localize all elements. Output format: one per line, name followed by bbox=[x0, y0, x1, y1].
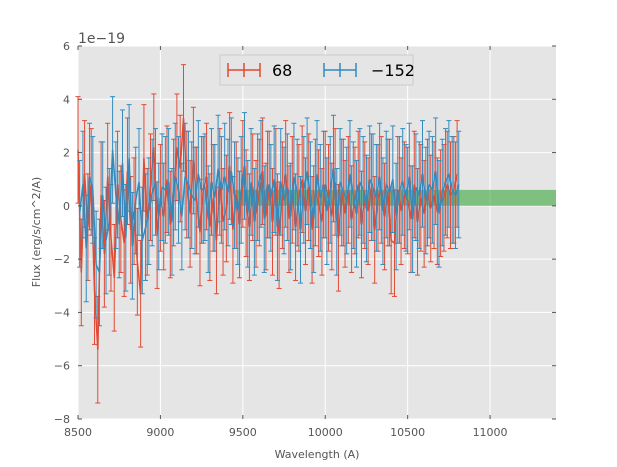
y-offset-label: 1e−19 bbox=[78, 31, 125, 47]
x-tick-label-3: 10000 bbox=[308, 426, 343, 439]
legend-label-0: 68 bbox=[272, 61, 292, 80]
x-tick-label-0: 8500 bbox=[64, 426, 92, 439]
x-axis-ticks: 8500 9000 9500 10000 10500 11000 bbox=[64, 46, 508, 439]
legend-label-1: −152 bbox=[371, 61, 415, 80]
plot-background bbox=[78, 46, 556, 419]
y-tick-label-1: −6 bbox=[54, 360, 70, 373]
x-tick-label-5: 11000 bbox=[473, 426, 508, 439]
x-tick-label-1: 9000 bbox=[146, 426, 174, 439]
y-tick-label-5: 2 bbox=[63, 147, 70, 160]
y-tick-label-3: −2 bbox=[54, 253, 70, 266]
y-tick-label-7: 6 bbox=[63, 40, 70, 53]
y-tick-label-6: 4 bbox=[63, 93, 70, 106]
series-line-1 bbox=[78, 149, 460, 273]
legend: 68 −152 bbox=[219, 54, 415, 86]
x-tick-label-2: 9500 bbox=[229, 426, 257, 439]
y-tick-label-0: −8 bbox=[54, 413, 70, 426]
x-tick-label-4: 10500 bbox=[390, 426, 425, 439]
series-layer bbox=[75, 64, 462, 404]
y-tick-label-4: 0 bbox=[63, 200, 70, 213]
y-tick-label-2: −4 bbox=[54, 306, 70, 319]
series-1-group bbox=[77, 96, 462, 327]
y-axis-title: Flux (erg/s/cm^2/A) bbox=[30, 177, 43, 287]
x-axis-title: Wavelength (A) bbox=[275, 448, 360, 461]
y-axis-ticks: −8 −6 −4 −2 0 2 4 6 bbox=[54, 40, 556, 426]
